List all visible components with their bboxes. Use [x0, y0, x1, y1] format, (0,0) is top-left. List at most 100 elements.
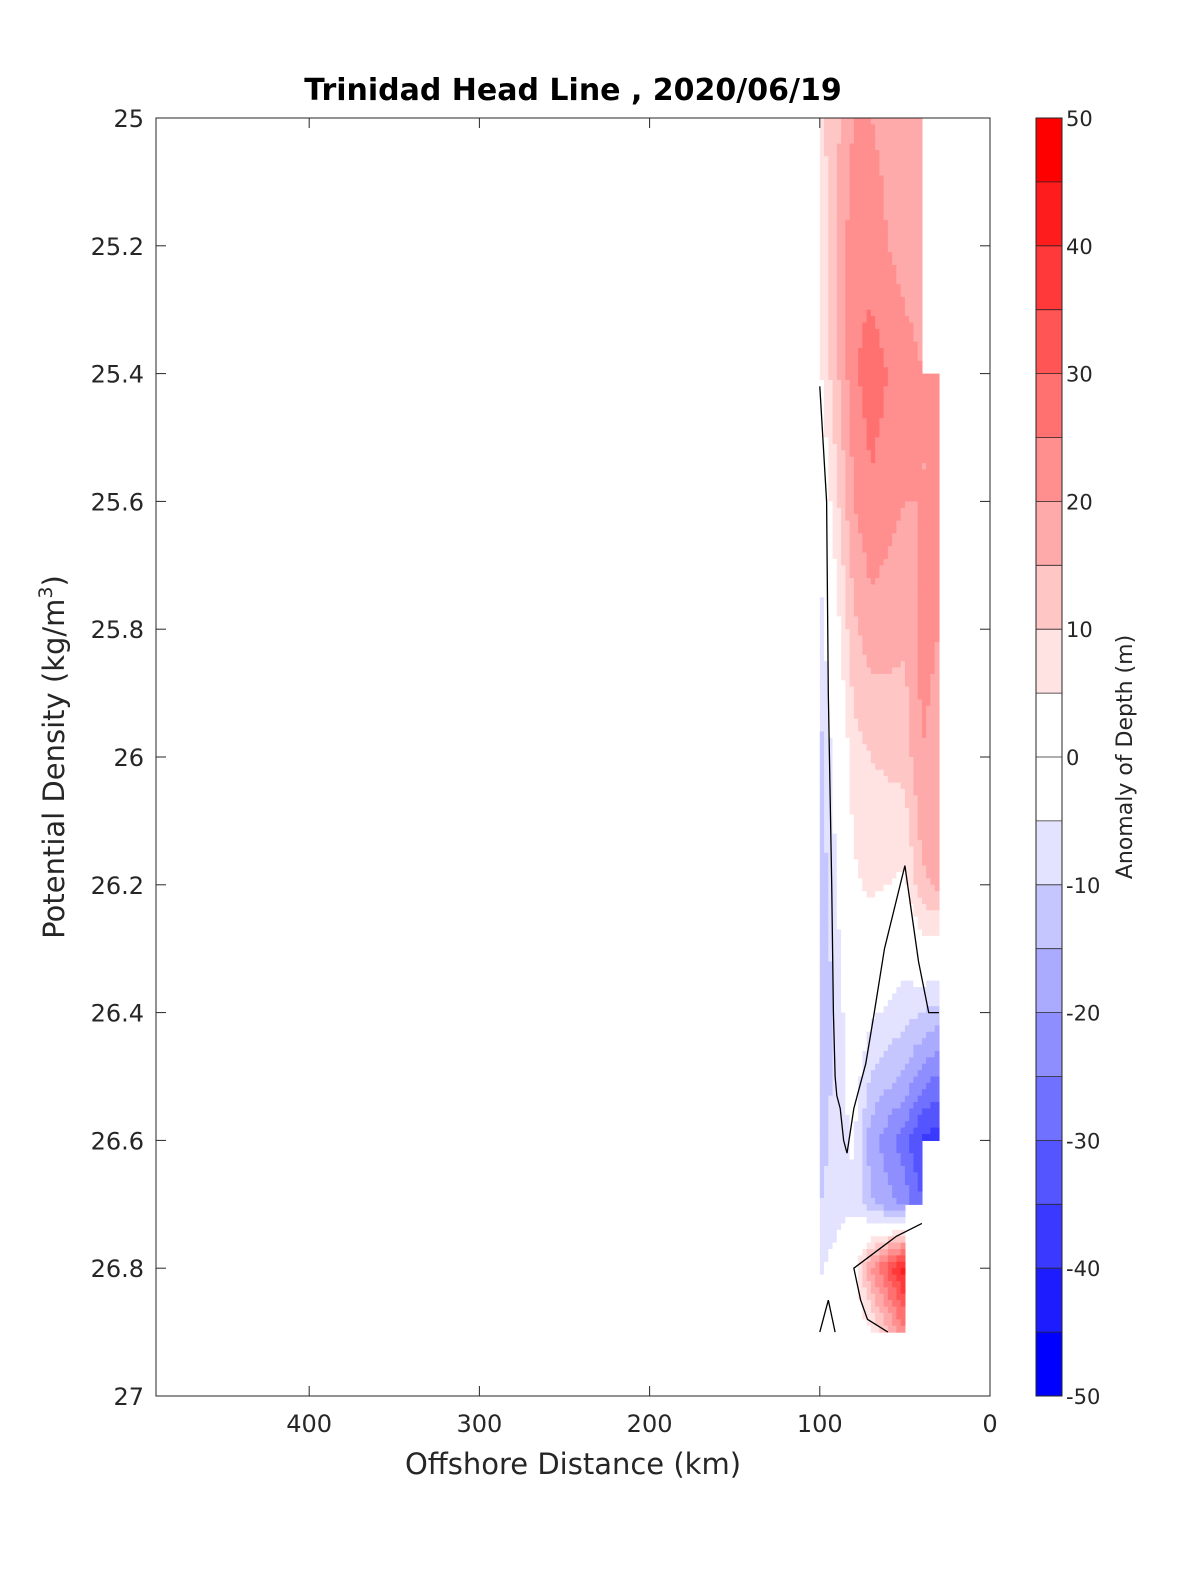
field-cell [866, 910, 872, 918]
field-cell [828, 264, 834, 272]
field-cell [879, 725, 885, 733]
field-cell [862, 1229, 868, 1237]
field-cell [836, 1076, 842, 1084]
field-cell [887, 1191, 893, 1199]
field-cell [887, 699, 893, 707]
field-cell [926, 903, 932, 911]
field-cell [875, 482, 880, 490]
field-cell [926, 705, 932, 713]
field-cell [819, 1312, 825, 1320]
field-cell [879, 980, 885, 988]
field-cell [841, 610, 846, 618]
field-cell [887, 1306, 893, 1314]
field-cell [917, 1076, 923, 1084]
field-cell [934, 622, 940, 630]
field-cell [909, 392, 915, 400]
field-cell [930, 712, 936, 720]
field-cell [853, 782, 859, 790]
field-cell [904, 1146, 910, 1154]
field-cell [921, 942, 927, 950]
field-cell [892, 1185, 897, 1193]
field-cell [841, 865, 846, 873]
field-cell [836, 1063, 842, 1071]
field-cell [824, 641, 829, 649]
field-cell [845, 533, 851, 541]
field-cell [853, 846, 859, 854]
field-cell [887, 1018, 893, 1026]
field-cell [828, 942, 834, 950]
field-cell [858, 130, 863, 138]
field-cell [904, 456, 910, 464]
field-cell [900, 1197, 906, 1205]
field-cell [921, 903, 927, 911]
field-cell [853, 935, 859, 943]
field-cell [875, 290, 880, 298]
field-cell [896, 137, 902, 145]
field-cell [824, 1185, 829, 1193]
field-cell [819, 181, 825, 189]
field-cell [892, 1268, 897, 1276]
field-cell [828, 1114, 834, 1122]
field-cell [883, 546, 889, 554]
field-cell [892, 891, 897, 899]
field-cell [921, 699, 927, 707]
field-cell [870, 386, 876, 394]
field-cell [832, 418, 838, 426]
field-cell [866, 175, 872, 183]
field-cell [819, 1159, 825, 1167]
field-cell [896, 316, 902, 324]
field-cell [866, 418, 872, 426]
field-cell [879, 1229, 885, 1237]
field-cell [887, 207, 893, 215]
field-cell [853, 558, 859, 566]
field-cell [904, 1089, 910, 1097]
field-cell [828, 693, 834, 701]
field-cell [892, 859, 897, 867]
field-cell [892, 763, 897, 771]
field-cell [870, 169, 876, 177]
field-cell [896, 175, 902, 183]
field-cell [892, 1057, 897, 1065]
field-cell [900, 143, 906, 151]
field-cell [832, 463, 838, 471]
field-cell [926, 552, 932, 560]
field-cell [887, 597, 893, 605]
field-cell [819, 654, 825, 662]
field-cell [841, 808, 846, 816]
field-cell [870, 693, 876, 701]
field-cell [917, 935, 923, 943]
field-cell [866, 501, 872, 509]
field-cell [879, 827, 885, 835]
field-cell [841, 335, 846, 343]
field-cell [853, 1255, 859, 1263]
field-cell [926, 693, 932, 701]
field-cell [879, 475, 885, 483]
field-cell [879, 309, 885, 317]
field-cell [828, 1031, 834, 1039]
field-cell [896, 482, 902, 490]
field-cell [862, 405, 868, 413]
field-cell [841, 578, 846, 586]
field-cell [849, 456, 855, 464]
field-cell [862, 1210, 868, 1218]
field-cell [832, 526, 838, 534]
field-cell [870, 705, 876, 713]
field-cell [883, 744, 889, 752]
field-cell [909, 987, 915, 995]
field-cell [819, 948, 825, 956]
field-cell [883, 137, 889, 145]
field-cell [883, 1076, 889, 1084]
field-cell [853, 776, 859, 784]
field-cell [909, 194, 915, 202]
field-cell [909, 1191, 915, 1199]
field-cell [926, 520, 932, 528]
field-cell [909, 1140, 915, 1148]
field-cell [858, 910, 863, 918]
field-cell [866, 539, 872, 547]
field-cell [875, 1044, 880, 1052]
field-cell [879, 424, 885, 432]
field-cell [879, 565, 885, 573]
field-cell [870, 974, 876, 982]
field-cell [862, 1280, 868, 1288]
field-cell [862, 1217, 868, 1225]
